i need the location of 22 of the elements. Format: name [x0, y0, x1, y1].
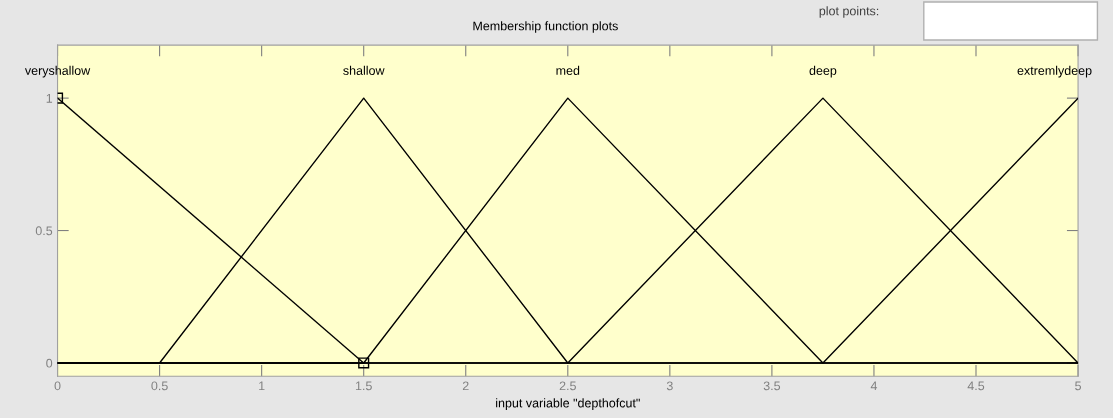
- x-tick-label: 5: [1075, 381, 1081, 391]
- x-tick-label: 0.5: [151, 381, 168, 391]
- text: plot points:: [819, 6, 879, 18]
- x-tick-label: 1.5: [355, 381, 372, 391]
- text: shallow: [343, 65, 385, 75]
- x-tick-label: 0: [54, 381, 61, 391]
- x-axis-title: input variable "depthofcut": [496, 398, 640, 410]
- x-tick-label: 3.5: [763, 381, 781, 391]
- text: med: [556, 65, 580, 75]
- y-tick-label: 0.5: [35, 226, 53, 236]
- y-tick-label: 1: [46, 94, 53, 103]
- chart-title: Membership function plots: [473, 21, 618, 33]
- x-tick-label: 4: [870, 381, 878, 391]
- series-label: extremlydeep: [1017, 65, 1092, 78]
- x-tick-label: 4.5: [967, 381, 985, 391]
- x-tick-label: 2: [462, 381, 469, 391]
- x-tick-label: 3: [666, 381, 673, 391]
- series-label: veryshallow: [24, 65, 91, 78]
- x-tick-label: 2.5: [559, 381, 576, 391]
- x-tick-label: 1: [259, 381, 265, 391]
- series-label: deep: [809, 65, 837, 78]
- y-tick-label: 0: [46, 358, 53, 368]
